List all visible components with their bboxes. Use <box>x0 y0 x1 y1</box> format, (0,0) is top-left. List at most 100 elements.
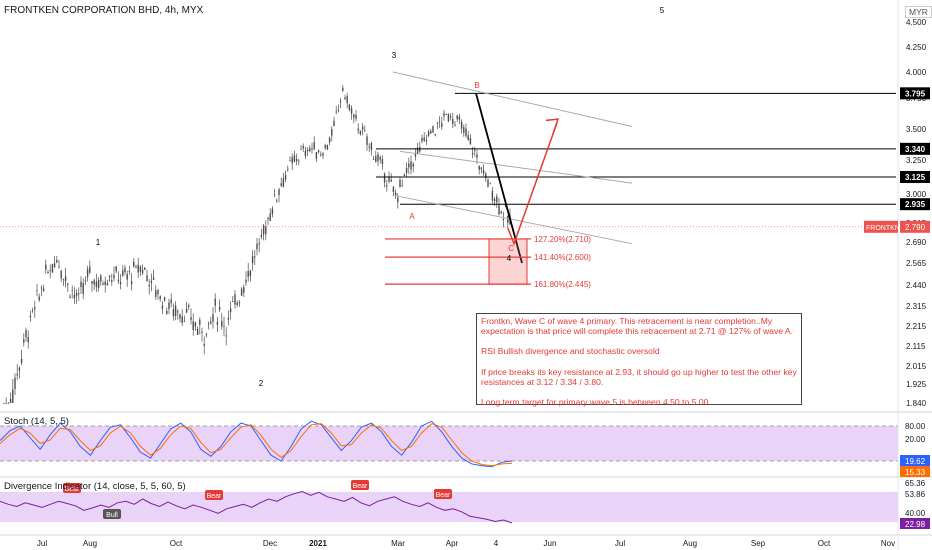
x-tick-label: Oct <box>170 539 183 548</box>
candle-body <box>478 166 480 170</box>
candle-body <box>485 173 487 179</box>
candle-body <box>489 182 491 184</box>
wave-label: 2 <box>259 379 264 388</box>
candle-body <box>381 159 384 164</box>
candle-body <box>293 155 296 162</box>
candle-body <box>390 179 392 182</box>
candle-body <box>163 297 166 301</box>
candle-body <box>487 179 489 187</box>
fib-level-label: 141.40%(2.600) <box>534 253 591 262</box>
note-line-4: Long term target for primary wave 5 is b… <box>481 397 711 408</box>
candle-body <box>449 116 452 118</box>
divergence-marker-label: Bear <box>65 486 80 493</box>
candle-body <box>152 277 155 280</box>
candle-body <box>31 310 34 312</box>
divergence-marker-label: Bear <box>436 492 451 499</box>
x-tick-label: Jul <box>615 539 625 548</box>
candle-body <box>172 309 175 317</box>
candle-body <box>62 278 65 280</box>
candle-body <box>139 266 142 272</box>
candle-body <box>117 279 120 282</box>
divergence-value-tag: 22.98 <box>905 520 926 529</box>
candle-body <box>86 268 89 278</box>
candle-body <box>302 145 304 149</box>
y-tick-label: 2.015 <box>906 362 927 371</box>
candle-body <box>405 167 408 173</box>
candle-body <box>34 307 36 310</box>
divergence-marker-label: Bull <box>106 512 118 519</box>
candle-body <box>45 264 47 270</box>
candle-body <box>25 330 27 338</box>
divergence-line <box>0 490 513 524</box>
candle-body <box>408 163 410 168</box>
resistance-price-tag <box>900 171 930 183</box>
candle-body <box>458 116 461 120</box>
candle-body <box>91 281 93 284</box>
candle-body <box>179 314 181 319</box>
last-price-tag-bg <box>900 220 930 233</box>
candle-body <box>75 293 78 296</box>
candle-body <box>337 110 340 112</box>
candle-body <box>71 290 73 291</box>
candle-body <box>445 114 447 115</box>
candle-body <box>465 128 467 136</box>
candle-body <box>284 174 287 180</box>
candle-body <box>359 130 362 135</box>
candle-body <box>361 126 364 130</box>
candle-body <box>291 157 293 164</box>
last-price-tag: 2.790 <box>905 223 926 232</box>
candle-body <box>47 272 49 274</box>
projection-arrow <box>507 122 558 246</box>
candle-body <box>432 126 434 133</box>
candle-body <box>256 243 258 250</box>
candle-body <box>482 169 485 174</box>
candle-body <box>194 322 197 327</box>
candle-body <box>51 264 54 273</box>
candle-body <box>201 331 203 333</box>
candle-body <box>185 308 188 313</box>
candle-body <box>282 178 285 187</box>
candle-body <box>205 334 208 336</box>
candle-body <box>427 131 430 136</box>
candle-body <box>133 261 135 267</box>
candle-body <box>14 377 16 389</box>
x-tick-label: Mar <box>391 539 405 548</box>
candle-body <box>276 199 278 201</box>
candle-body <box>218 307 221 310</box>
candle-body <box>111 280 113 282</box>
candle-body <box>353 114 355 118</box>
divergence-marker-bg <box>205 490 223 500</box>
candle-body <box>183 321 186 322</box>
candle-body <box>271 208 274 215</box>
candle-body <box>12 389 14 403</box>
candle-body <box>403 174 406 176</box>
candle-body <box>258 243 260 245</box>
candle-body <box>18 367 21 371</box>
candle-body <box>491 190 494 201</box>
candle-body <box>480 167 483 170</box>
candle-body <box>190 317 192 321</box>
divergence-marker-label: Bear <box>353 483 368 490</box>
candle-body <box>188 305 190 307</box>
candle-body <box>84 280 87 282</box>
candle-body <box>493 199 496 201</box>
candle-body <box>348 104 351 110</box>
resistance-price-label: 3.795 <box>905 89 926 98</box>
candle-body <box>7 402 10 404</box>
divergence-marker-bg <box>434 489 452 499</box>
candle-body <box>260 234 263 238</box>
candle-body <box>177 311 179 313</box>
candle-body <box>421 137 423 142</box>
resistance-price-tag <box>900 198 930 211</box>
candle-body <box>243 287 245 293</box>
wave-label: 3 <box>392 51 397 60</box>
candle-body <box>3 403 5 404</box>
note-line-3: If price breaks its key resistance at 2.… <box>481 366 797 387</box>
candle-body <box>447 114 450 122</box>
candle-body <box>115 266 117 272</box>
wave-label: A <box>409 212 415 221</box>
note-line-2: RSI Bullish divergence and stochastic ov… <box>481 346 660 357</box>
candle-body <box>144 267 146 270</box>
candle-body <box>73 294 76 299</box>
candle-body <box>254 256 256 258</box>
